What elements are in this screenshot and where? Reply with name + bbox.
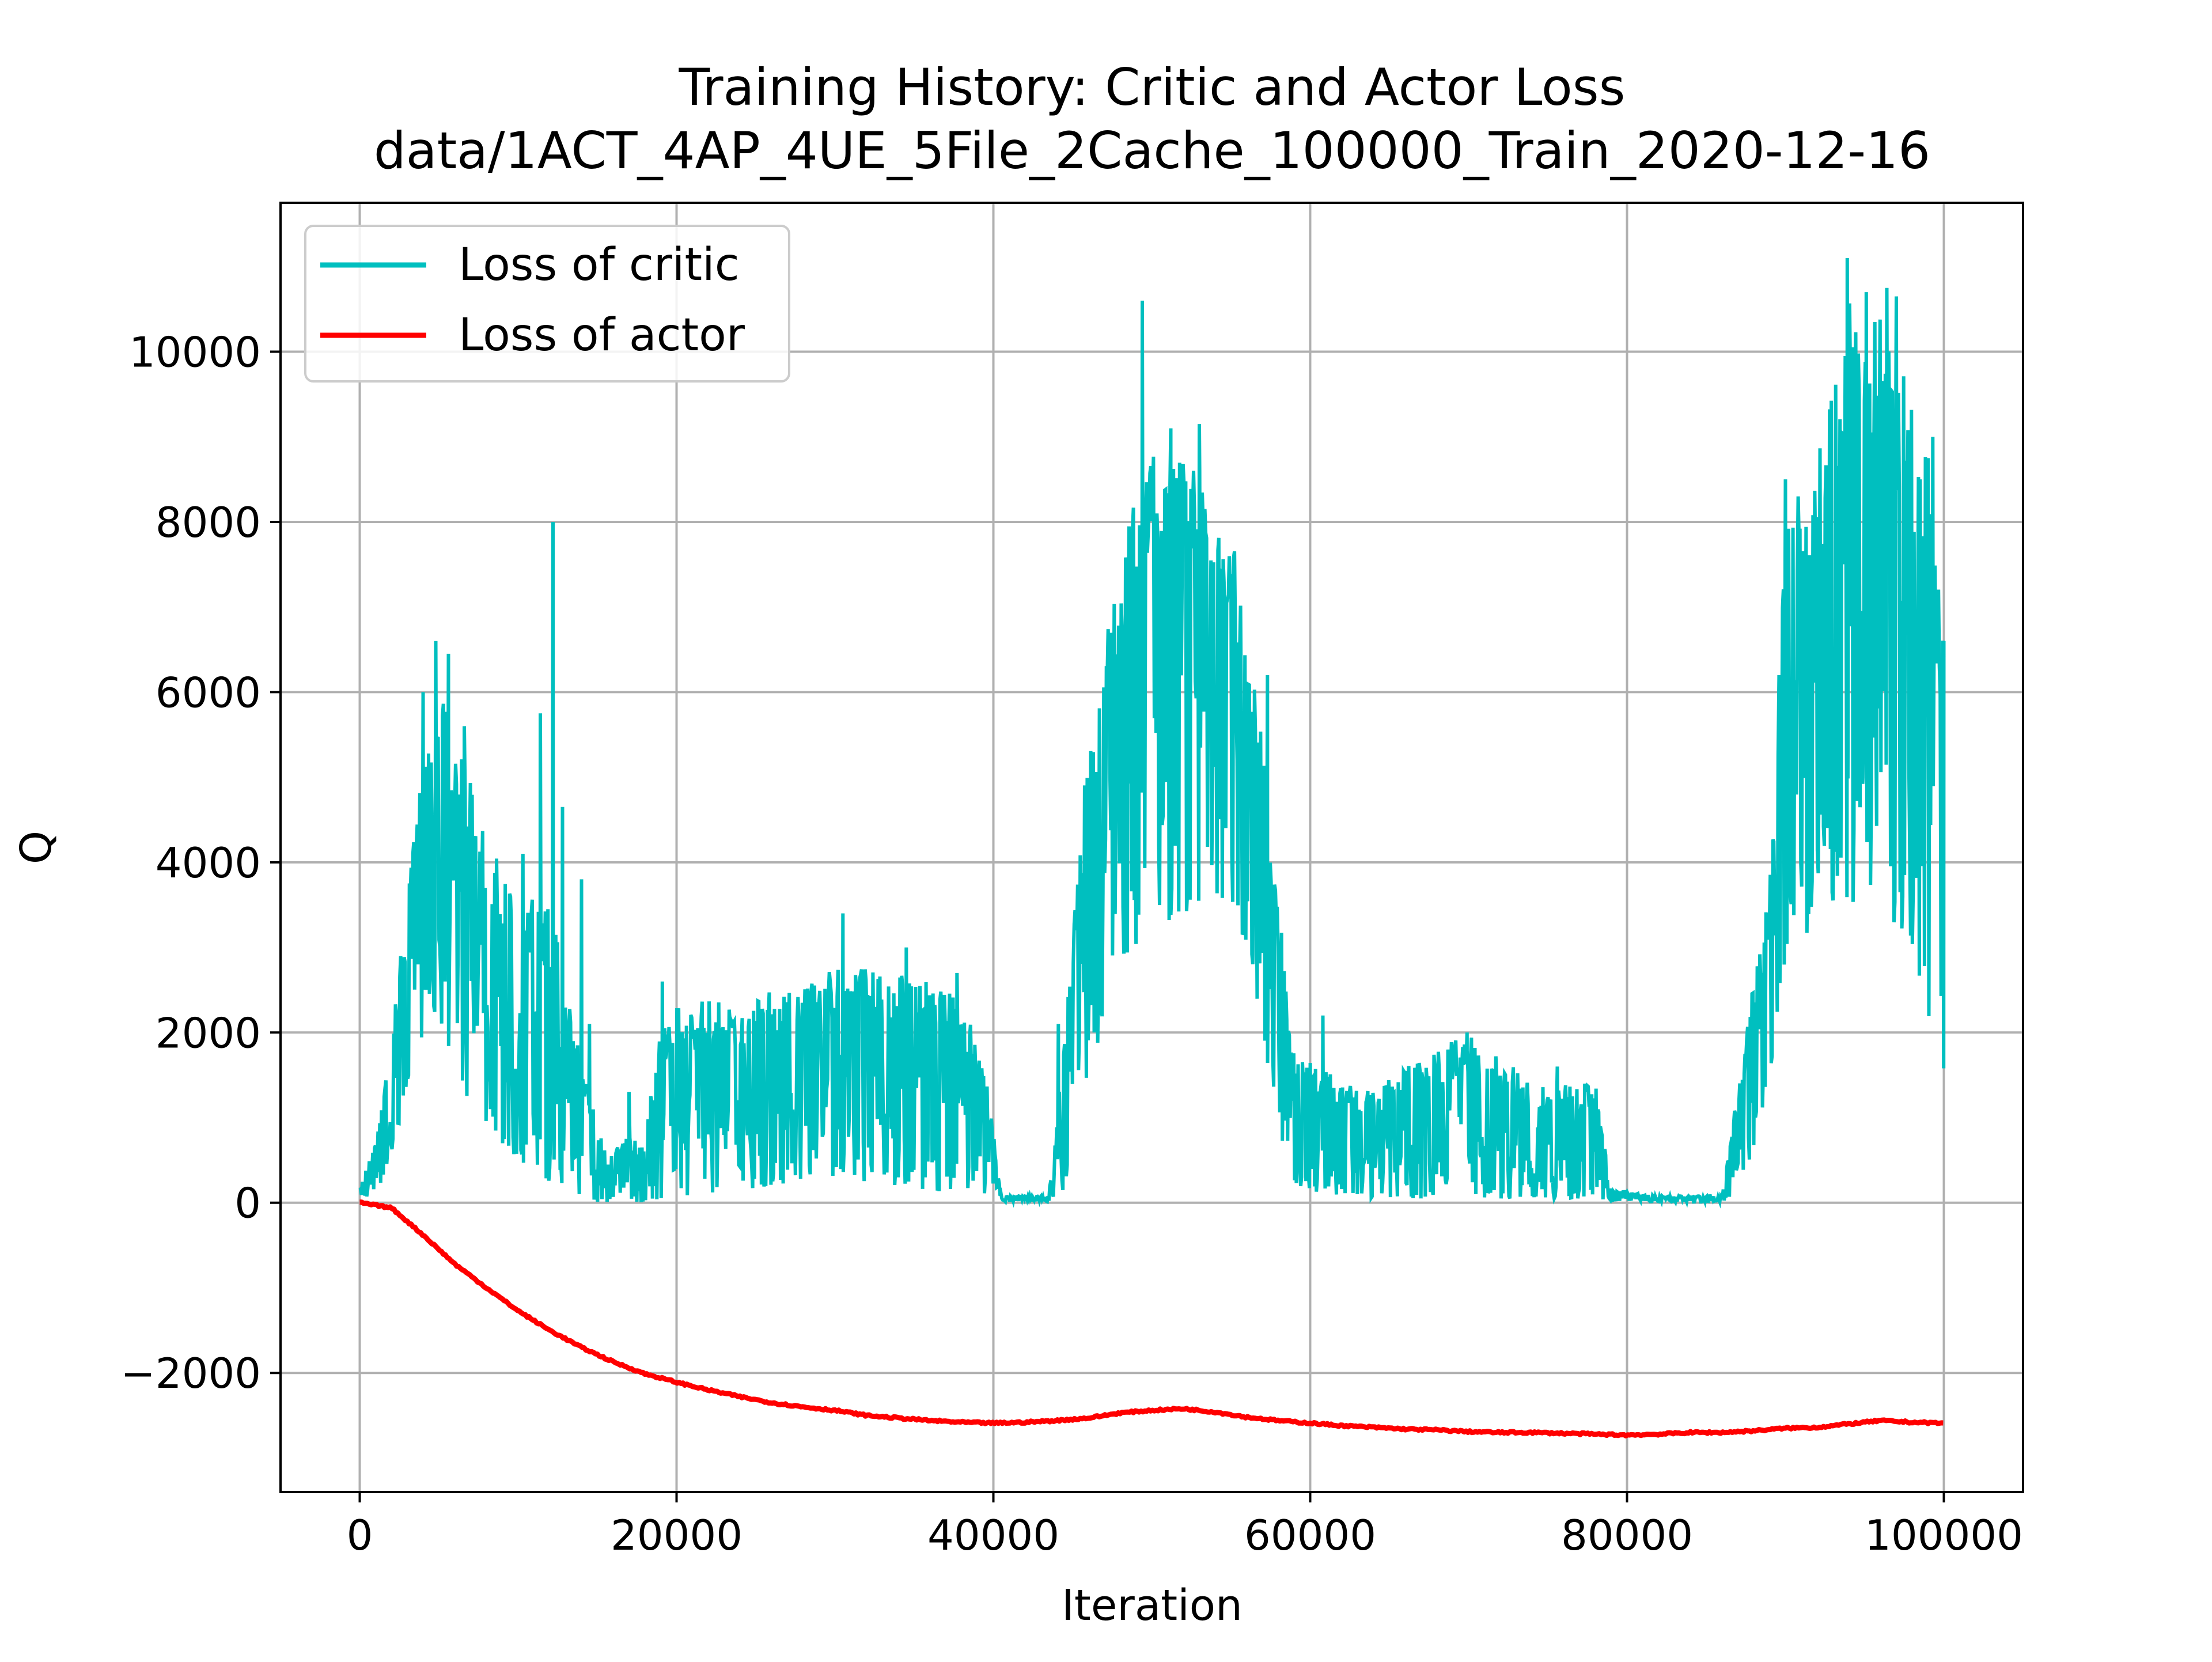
plot-frame bbox=[279, 202, 2024, 1493]
chart-subtitle: data/1ACT_4AP_4UE_5File_2Cache_100000_Tr… bbox=[374, 121, 1930, 180]
y-tick-label: 6000 bbox=[156, 668, 261, 717]
y-tick-label: −2000 bbox=[120, 1349, 261, 1398]
chart-title: Training History: Critic and Actor Loss bbox=[679, 58, 1626, 117]
y-axis-label: Q bbox=[12, 831, 61, 864]
y-tick-label: 8000 bbox=[156, 498, 261, 547]
legend-label-critic: Loss of critic bbox=[459, 239, 740, 291]
y-tick-label: 4000 bbox=[156, 839, 261, 887]
y-tick-label: 2000 bbox=[156, 1009, 261, 1057]
series-line-critic bbox=[358, 258, 1946, 1209]
legend-label-actor: Loss of actor bbox=[459, 309, 745, 361]
y-tick-label: 10000 bbox=[129, 328, 261, 377]
x-tick-label: 20000 bbox=[611, 1511, 743, 1559]
series-line-actor bbox=[359, 1199, 1944, 1438]
y-axis-ticks: −2000 0 2000 4000 6000 8000 10000 bbox=[120, 328, 281, 1398]
x-tick-label: 40000 bbox=[927, 1511, 1059, 1559]
legend: Loss of critic Loss of actor bbox=[304, 225, 790, 383]
x-axis-label: Iteration bbox=[1062, 1581, 1243, 1630]
x-tick-label: 80000 bbox=[1561, 1511, 1693, 1559]
x-tick-label: 0 bbox=[347, 1511, 373, 1559]
x-tick-label: 100000 bbox=[1865, 1511, 2023, 1559]
x-tick-label: 60000 bbox=[1244, 1511, 1376, 1559]
series-layer bbox=[358, 258, 1946, 1438]
y-tick-label: 0 bbox=[234, 1179, 261, 1228]
x-axis-ticks: 0 20000 40000 60000 80000 100000 bbox=[347, 1492, 2023, 1559]
plot-area bbox=[358, 258, 1946, 1438]
